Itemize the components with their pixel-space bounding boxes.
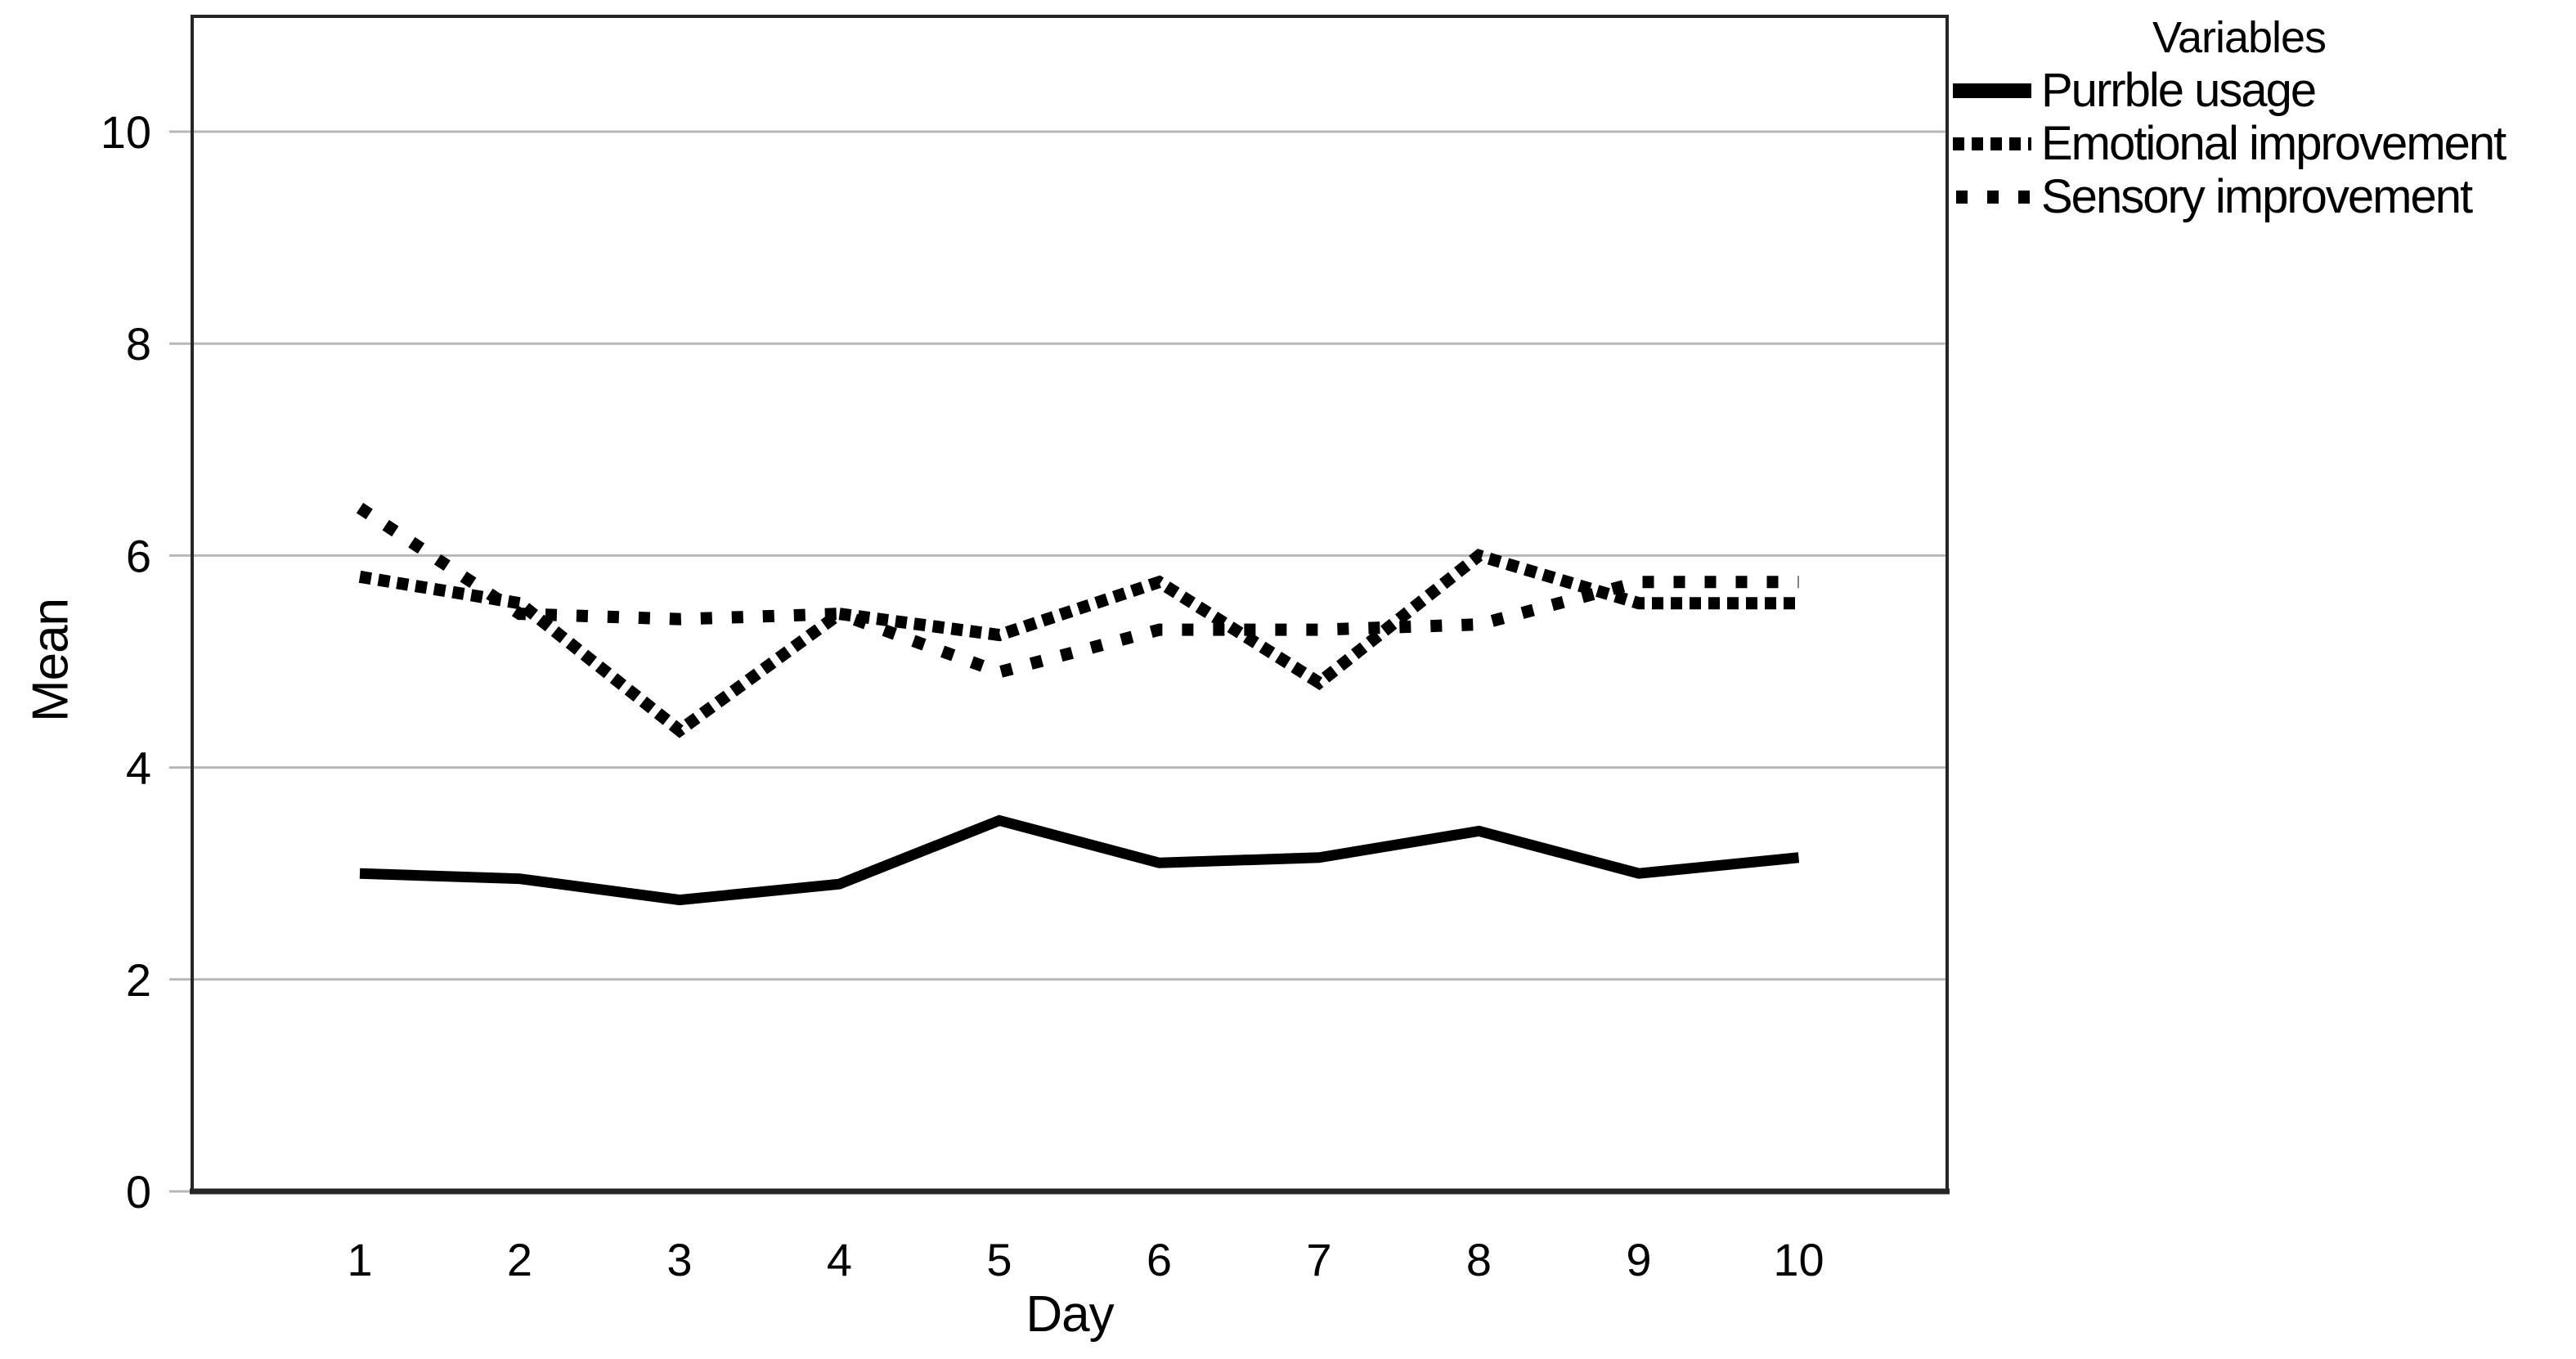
legend-item-label: Sensory improvement	[2041, 170, 2473, 223]
legend-item-purrble-usage: Purrble usage	[1953, 64, 2576, 117]
x-tick-label: 1	[347, 1234, 372, 1285]
plot-frame	[191, 15, 1949, 1193]
legend-swatch-dense-dotted-line	[1953, 137, 2031, 150]
legend-title: Variables	[2152, 13, 2327, 62]
legend-item-label: Emotional improvement	[2041, 117, 2506, 170]
y-tick-label: 2	[126, 954, 151, 1006]
legend-item-label: Purrble usage	[2041, 64, 2317, 117]
x-tick-label: 7	[1306, 1234, 1331, 1285]
x-tick-label: 2	[507, 1234, 532, 1285]
legend-item-emotional-improvement: Emotional improvement	[1953, 117, 2576, 170]
y-axis-title: Mean	[22, 598, 79, 723]
x-tick-label: 5	[986, 1234, 1012, 1285]
series-line-purrble-usage	[359, 814, 1800, 906]
x-tick-label: 8	[1466, 1234, 1492, 1285]
y-tick-label: 6	[126, 530, 151, 581]
series-line-emotional-improvement	[358, 549, 1799, 738]
x-tick-label: 6	[1147, 1234, 1172, 1285]
y-tick-label: 4	[126, 742, 151, 794]
series-line-sensory-improvement	[356, 502, 1799, 679]
legend: Variables Purrble usage Emotional improv…	[1953, 11, 2576, 223]
legend-item-sensory-improvement: Sensory improvement	[1953, 170, 2576, 223]
legend-swatch-sparse-dotted-line	[1956, 190, 2031, 204]
x-tick-label: 9	[1626, 1234, 1651, 1285]
x-tick-label: 4	[827, 1234, 852, 1285]
y-tick-label: 0	[126, 1166, 151, 1218]
x-tick-label: 10	[1773, 1234, 1824, 1285]
x-tick-label: 3	[666, 1234, 692, 1285]
x-axis-title: Day	[1025, 1286, 1114, 1343]
y-tick-label: 8	[126, 318, 151, 370]
legend-swatch-solid-line	[1953, 83, 2031, 98]
y-tick-label: 10	[101, 106, 151, 158]
